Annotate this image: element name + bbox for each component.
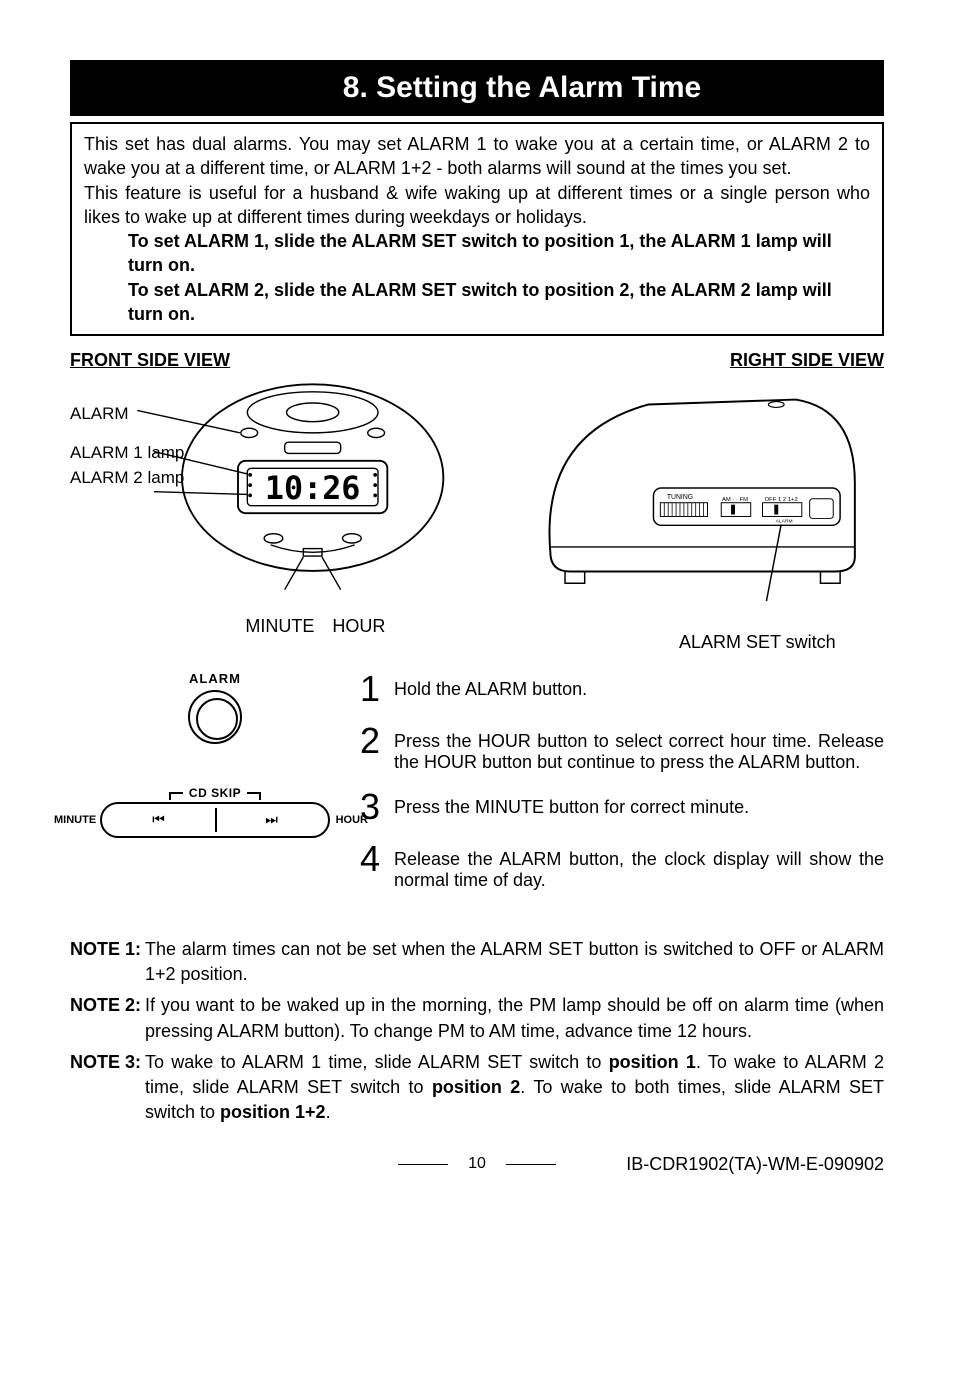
next-track-icon: ⏭ [215,811,328,828]
cdskip-label: CD SKIP [181,786,249,800]
callout-alarm1: ALARM 1 lamp [70,443,184,463]
svg-text:ALARM: ALARM [775,519,792,525]
header-tab [70,60,160,116]
view-labels-row: FRONT SIDE VIEW RIGHT SIDE VIEW [70,350,884,371]
prev-track-icon: ⏮ [102,811,215,828]
front-bottom-labels: MINUTE HOUR [70,616,481,637]
note-2-text: If you want to be waked up in the mornin… [145,993,884,1043]
callout-alarm2: ALARM 2 lamp [70,468,184,488]
step-1: 1 Hold the ALARM button. [360,671,884,707]
page-footer: 10 IB-CDR1902(TA)-WM-E-090902 [70,1155,884,1173]
note-3: NOTE 3: To wake to ALARM 1 time, slide A… [70,1050,884,1126]
footer-line-right [506,1164,556,1165]
note-2: NOTE 2: If you want to be waked up in th… [70,993,884,1043]
front-view-label: FRONT SIDE VIEW [70,350,230,371]
step-num-4: 4 [360,841,390,877]
minute-hour-pill: MINUTE ⏮ ⏭ HOUR [100,802,330,838]
note-1: NOTE 1: The alarm times can not be set w… [70,937,884,987]
svg-text:AM · · FM: AM · · FM [722,497,748,503]
section-header: 8. Setting the Alarm Time [70,60,884,116]
front-callouts: ALARM ALARM 1 lamp ALARM 2 lamp [70,401,184,504]
footer-line-left [398,1164,448,1165]
doc-id: IB-CDR1902(TA)-WM-E-090902 [626,1154,884,1175]
step-num-2: 2 [360,723,390,759]
steps-icons: ALARM CD SKIP MINUTE ⏮ ⏭ HOUR [70,671,340,907]
pill-divider [215,808,217,832]
right-view-diagram: TUNING AM · · FM OFF 1 2 1+2 ALARM ALARM… [511,375,884,653]
intro-bold-1: To set ALARM 1, slide the ALARM SET swit… [84,229,870,278]
step-2-text: Press the HOUR button to select correct … [394,723,884,773]
intro-p1: This set has dual alarms. You may set AL… [84,132,870,181]
step-3: 3 Press the MINUTE button for correct mi… [360,789,884,825]
hour-label: HOUR [332,616,385,637]
step-num-1: 1 [360,671,390,707]
alarm-circle-icon [188,690,242,744]
page-number: 10 [468,1155,486,1173]
step-1-text: Hold the ALARM button. [394,671,884,700]
svg-text:10:26: 10:26 [265,472,360,508]
callout-alarm: ALARM [70,401,184,427]
pill-minute-label: MINUTE [54,814,96,826]
minute-label: MINUTE [245,616,314,637]
cdskip-button-icon: CD SKIP MINUTE ⏮ ⏭ HOUR [90,784,340,838]
steps-section: ALARM CD SKIP MINUTE ⏮ ⏭ HOUR 1 Hold the… [70,671,884,907]
notes-section: NOTE 1: The alarm times can not be set w… [70,937,884,1125]
svg-text:TUNING: TUNING [667,494,693,501]
step-2: 2 Press the HOUR button to select correc… [360,723,884,773]
note-2-label: NOTE 2: [70,993,141,1043]
alarm-button-icon: ALARM [90,671,340,744]
section-title: 8. Setting the Alarm Time [160,60,884,116]
right-view-label: RIGHT SIDE VIEW [730,350,884,371]
intro-p2: This feature is useful for a husband & w… [84,181,870,230]
front-view-diagram: ALARM ALARM 1 lamp ALARM 2 lamp 10:26 [70,375,481,653]
note-3-label: NOTE 3: [70,1050,141,1126]
step-4-text: Release the ALARM button, the clock disp… [394,841,884,891]
step-3-text: Press the MINUTE button for correct minu… [394,789,884,818]
svg-text:OFF 1 2 1+2: OFF 1 2 1+2 [764,497,797,503]
note-1-text: The alarm times can not be set when the … [145,937,884,987]
intro-box: This set has dual alarms. You may set AL… [70,122,884,336]
note-3-text: To wake to ALARM 1 time, slide ALARM SET… [145,1050,884,1126]
intro-bold-2: To set ALARM 2, slide the ALARM SET swit… [84,278,870,327]
note-1-label: NOTE 1: [70,937,141,987]
pill-hour-label: HOUR [336,814,368,826]
right-device-icon: TUNING AM · · FM OFF 1 2 1+2 ALARM [511,375,884,621]
step-4: 4 Release the ALARM button, the clock di… [360,841,884,891]
steps-text: 1 Hold the ALARM button. 2 Press the HOU… [360,671,884,907]
alarm-set-switch-label: ALARM SET switch [511,632,884,653]
diagrams-row: ALARM ALARM 1 lamp ALARM 2 lamp 10:26 [70,375,884,653]
alarm-icon-label: ALARM [90,671,340,686]
